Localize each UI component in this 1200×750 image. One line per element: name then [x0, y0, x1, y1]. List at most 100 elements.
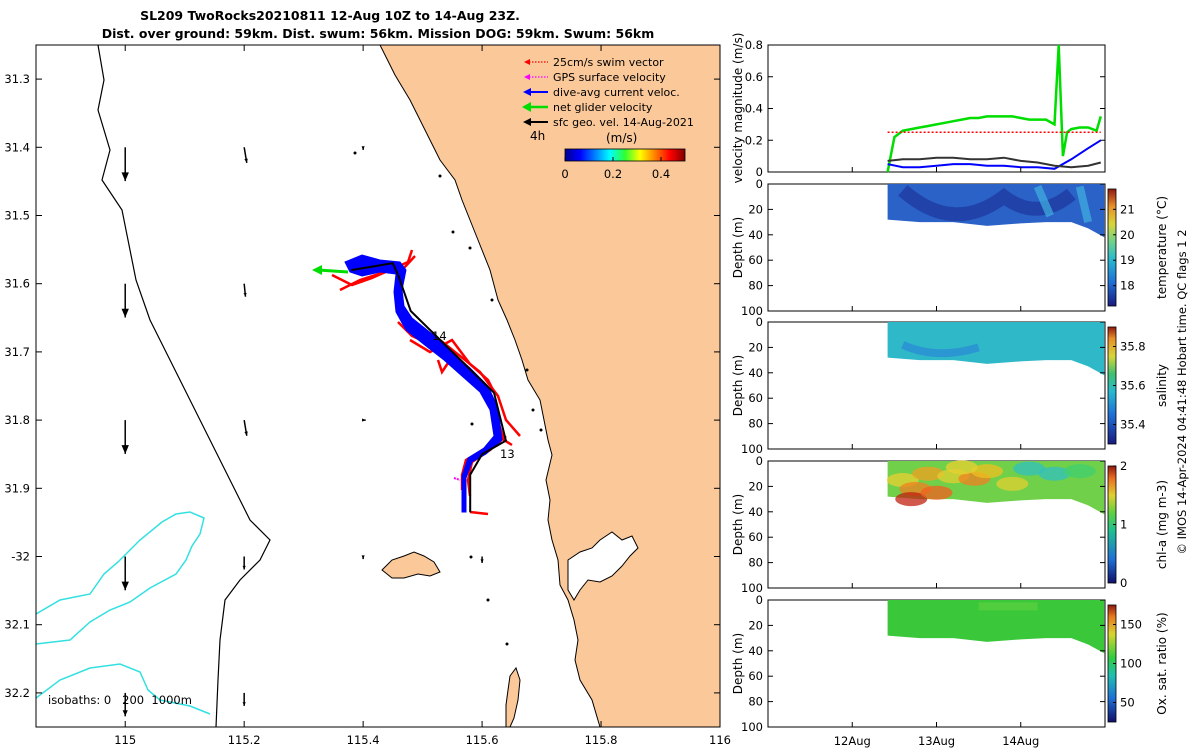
section-colorbar-label: salinity [1155, 364, 1169, 407]
legend-item-glider: net glider velocity [522, 101, 653, 114]
velocity-y-tick-label: 0.4 [745, 102, 763, 116]
section-colorbar-tick-label: 100 [1120, 657, 1142, 671]
section-data-field [887, 322, 1105, 376]
estuary-lake [567, 531, 639, 601]
land-area [379, 45, 720, 727]
section-y-tick-label: 60 [748, 253, 763, 267]
map-y-tick-label: 32.2 [4, 686, 30, 700]
section-texture [1033, 184, 1093, 224]
velocity-series [886, 44, 1102, 173]
section-y-tick-label: 20 [748, 202, 763, 216]
chart-title-line-2: Dist. over ground: 59km. Dist. swum: 56k… [102, 26, 655, 41]
glider-track-line [351, 262, 508, 513]
reef-dots [353, 151, 543, 646]
velocity-series-line [887, 139, 1102, 170]
day-label-14: 14 [432, 329, 447, 343]
section-colorbar-tick-label: 21 [1120, 202, 1135, 216]
isobath-200m-b [36, 663, 211, 715]
velocity-y-tick-label: 0.8 [745, 38, 763, 52]
section-y-tick-label: 40 [748, 505, 763, 519]
section-colorbar [1107, 188, 1117, 307]
chart-title-line-1: SL209 TwoRocks20210811 12-Aug 10Z to 14-… [140, 8, 520, 23]
section-y-tick-label: 0 [756, 177, 763, 191]
map-x-axis: 115 115.2 115.4 115.6 115.8 116 [114, 45, 731, 747]
velocity-y-tick-label: 0.6 [745, 70, 763, 84]
section-y-tick-label: 80 [748, 279, 763, 293]
section-y-tick-label: 60 [748, 391, 763, 405]
section-texture [901, 341, 980, 358]
section-panel-salinity: 0 20 40 60 80 100 Depth (m) 35.8 35.6 35.4 salinit… [731, 315, 1169, 456]
section-y-tick-label: 100 [741, 720, 763, 734]
isobath-0m [97, 45, 271, 727]
section-ylabel: Depth (m) [731, 355, 745, 416]
map-panel: 14 13 isobaths: 0 200 1000m 115 115.2 115.… [4, 44, 731, 747]
section-colorbar-label: chl-a (mg m-3) [1155, 480, 1169, 569]
time-axis-label: 12Aug [834, 734, 871, 748]
section-colorbar-tick-label: 0 [1120, 576, 1127, 590]
section-colorbar-tick-label: 50 [1120, 696, 1135, 710]
section-y-tick-label: 20 [748, 340, 763, 354]
section-texture [920, 485, 953, 500]
section-texture [1038, 466, 1071, 481]
velocity-y-tick-label: 0.2 [745, 133, 763, 147]
map-y-tick-label: -32 [11, 550, 30, 564]
legend-label-geo: sfc geo. vel. 14-Aug-2021 [553, 116, 694, 129]
velocity-ylabel: velocity magnitude (m/s) [731, 33, 745, 184]
section-ylabel: Depth (m) [731, 217, 745, 278]
legend-item-geo: sfc geo. vel. 14-Aug-2021 [523, 116, 694, 129]
geo-velocity-arrow [361, 146, 365, 150]
section-colorbar-tick-label: 35.6 [1120, 379, 1146, 393]
section-y-tick-label: 80 [748, 417, 763, 431]
section-y-tick-label: 100 [741, 442, 763, 456]
map-y-tick-label: 31.9 [4, 481, 30, 495]
legend-label-current: dive-avg current veloc. [553, 86, 680, 99]
section-colorbar-tick-label: 150 [1120, 618, 1142, 632]
section-texture [912, 466, 945, 481]
geo-velocity-arrow [480, 556, 484, 563]
section-y-tick-label: 100 [741, 304, 763, 318]
net-glider-velocity-arrowhead [312, 265, 322, 275]
section-y-tick-label: 40 [748, 366, 763, 380]
map-legend: 25cm/s swim vector GPS surface velocity … [522, 56, 694, 181]
map-y-tick-label: 31.6 [4, 277, 30, 291]
map-y-tick-label: 31.4 [4, 140, 30, 154]
section-y-tick-label: 80 [748, 556, 763, 570]
island-rottnest [381, 551, 441, 579]
section-data-field [887, 184, 1105, 238]
map-x-tick-label: 115 [114, 733, 136, 747]
gps-surface-velocity-mark [453, 477, 461, 481]
geo-velocity-arrow [242, 556, 246, 570]
map-axes-frame [35, 44, 721, 728]
time-axis-label: 13Aug [918, 734, 955, 748]
geo-velocity-arrow [122, 692, 128, 717]
velocity-timeseries-panel: velocity magnitude (m/s) 0 0.2 0.4 0.6 0.8 [731, 33, 1106, 184]
net-glider-velocity-arrow [317, 268, 349, 274]
section-texture [945, 460, 978, 475]
legend-label-swim: 25cm/s swim vector [553, 56, 664, 69]
geo-velocity-arrow [121, 147, 129, 182]
section-colorbar-tick-label: 19 [1120, 253, 1135, 267]
section-data-field [887, 600, 1105, 654]
map-x-tick-label: 115.6 [466, 733, 499, 747]
colorbar-unit: (m/s) [606, 131, 637, 145]
speed-colorbar-tick-label: 0 [561, 167, 568, 181]
map-x-tick-label: 115.8 [585, 733, 618, 747]
legend-item-gps: GPS surface velocity [524, 71, 666, 84]
geo-velocity-arrow [243, 283, 247, 297]
section-panel-oxygen: 0 20 40 60 80 100 Depth (m) 150 100 50 Ox. sat. ra… [731, 593, 1169, 734]
section-y-tick-label: 100 [741, 581, 763, 595]
timestep-label: 4h [530, 129, 545, 143]
velocity-series-line [886, 44, 1102, 173]
section-y-tick-label: 20 [748, 479, 763, 493]
geo-velocity-arrow [242, 692, 246, 706]
time-axis-label: 14Aug [1002, 734, 1039, 748]
dive-avg-current-band [344, 254, 503, 513]
map-y-tick-label: 31.7 [4, 345, 30, 359]
island-garden [505, 666, 521, 727]
section-colorbar-tick-label: 35.8 [1120, 340, 1146, 354]
map-y-tick-label: 31.5 [4, 209, 30, 223]
section-y-tick-label: 40 [748, 644, 763, 658]
section-texture [1063, 464, 1096, 479]
